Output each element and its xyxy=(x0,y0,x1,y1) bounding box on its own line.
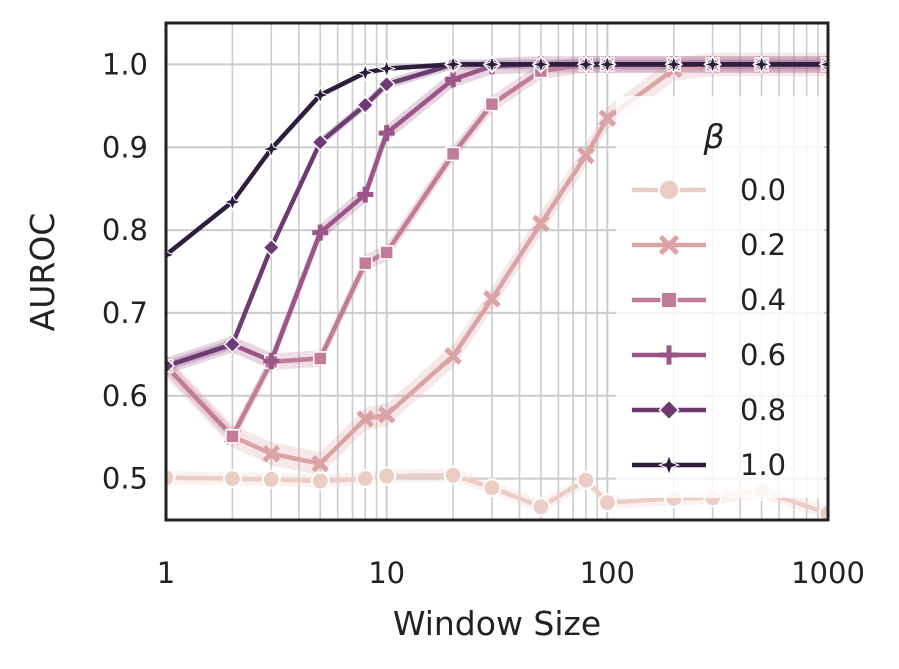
legend-label-0.4: 0.4 xyxy=(740,283,786,317)
data-point-0.4 xyxy=(484,96,500,112)
data-point-0.8 xyxy=(262,238,281,257)
data-point-0.2 xyxy=(598,109,617,128)
data-point-0.2 xyxy=(577,146,595,165)
plot-frame xyxy=(164,21,830,522)
tick-labels: 1 10 100 1000 0.5 0.6 0.7 0.8 0.9 1.0 xyxy=(102,47,865,590)
data-point-1.0 xyxy=(166,245,176,265)
data-point-0.2 xyxy=(444,347,462,365)
data-point-0.6 xyxy=(378,125,395,142)
data-point-0.6 xyxy=(263,352,280,369)
legend-marker-1.0 xyxy=(657,453,681,477)
data-point-1.0 xyxy=(482,55,502,74)
data-point-0.0 xyxy=(597,493,617,513)
data-point-0.4 xyxy=(312,351,328,366)
legend-label-0.8: 0.8 xyxy=(740,393,786,427)
x-tick-label: 10 xyxy=(368,556,405,590)
data-point-1.0 xyxy=(261,139,281,159)
data-point-0.2 xyxy=(311,454,330,473)
data-point-0.0 xyxy=(818,503,828,520)
legend-label-0.6: 0.6 xyxy=(740,338,786,372)
data-point-0.6 xyxy=(312,224,329,241)
x-tick-label: 1 xyxy=(157,556,175,590)
legend-label-1.0: 1.0 xyxy=(740,448,786,482)
data-point-0.0 xyxy=(222,469,242,489)
series-markers xyxy=(166,55,828,520)
y-tick-label: 0.8 xyxy=(102,213,148,247)
legend-marker-0.4 xyxy=(660,291,678,309)
data-point-0.4 xyxy=(445,146,461,162)
data-point-0.0 xyxy=(377,466,397,486)
data-point-0.0 xyxy=(310,471,330,491)
data-point-1.0 xyxy=(818,55,828,74)
legend-marker-0.8 xyxy=(658,399,680,421)
legend-marker-0.2 xyxy=(658,234,680,256)
data-point-1.0 xyxy=(223,192,242,212)
data-point-1.0 xyxy=(664,55,684,74)
data-point-0.0 xyxy=(576,470,596,490)
y-axis-label: AUROC xyxy=(23,213,62,332)
y-tick-label: 1.0 xyxy=(102,47,148,81)
data-point-1.0 xyxy=(443,55,463,74)
data-point-0.0 xyxy=(261,469,281,489)
legend-label-0.0: 0.0 xyxy=(740,173,786,207)
data-point-0.2 xyxy=(377,406,396,424)
data-point-0.8 xyxy=(377,75,396,94)
legend-title: β xyxy=(702,117,724,156)
y-tick-label: 0.7 xyxy=(102,296,148,330)
data-point-0.2 xyxy=(532,214,550,233)
y-tick-label: 0.9 xyxy=(102,130,148,164)
data-point-0.4 xyxy=(225,429,240,444)
legend-marker-0.6 xyxy=(659,345,679,365)
data-point-0.8 xyxy=(223,335,242,354)
legend: β 0.0 0.2 0.4 0.6 0.8 1.0 xyxy=(616,96,824,498)
data-point-0.0 xyxy=(531,497,551,517)
data-point-0.8 xyxy=(166,356,176,375)
data-point-1.0 xyxy=(752,55,771,74)
data-point-0.2 xyxy=(356,410,375,428)
data-point-0.6 xyxy=(357,186,374,203)
legend-box xyxy=(616,96,824,498)
data-point-0.6 xyxy=(445,71,462,88)
legend-marker-0.0 xyxy=(657,178,681,202)
data-point-1.0 xyxy=(310,85,330,105)
data-point-0.2 xyxy=(262,444,281,463)
data-point-0.4 xyxy=(379,245,394,260)
data-point-0.4 xyxy=(358,255,373,271)
legend-label-0.2: 0.2 xyxy=(740,228,786,262)
data-point-0.0 xyxy=(166,468,176,488)
x-axis-label: Window Size xyxy=(393,604,601,643)
data-point-0.8 xyxy=(356,95,375,115)
x-tick-label: 100 xyxy=(580,556,635,590)
data-point-1.0 xyxy=(576,55,596,74)
series-band-0.8 xyxy=(166,59,828,371)
y-tick-label: 0.5 xyxy=(102,462,148,496)
x-tick-label: 1000 xyxy=(791,556,865,590)
data-point-0.8 xyxy=(311,133,330,152)
data-point-0.0 xyxy=(355,469,375,489)
y-tick-label: 0.6 xyxy=(102,379,148,413)
data-point-0.0 xyxy=(482,478,502,498)
data-point-1.0 xyxy=(531,55,551,74)
data-point-1.0 xyxy=(703,55,723,74)
data-point-0.0 xyxy=(443,465,463,485)
data-point-0.2 xyxy=(483,290,501,308)
data-point-1.0 xyxy=(355,63,375,83)
data-point-1.0 xyxy=(597,55,617,74)
data-point-1.0 xyxy=(377,59,397,78)
